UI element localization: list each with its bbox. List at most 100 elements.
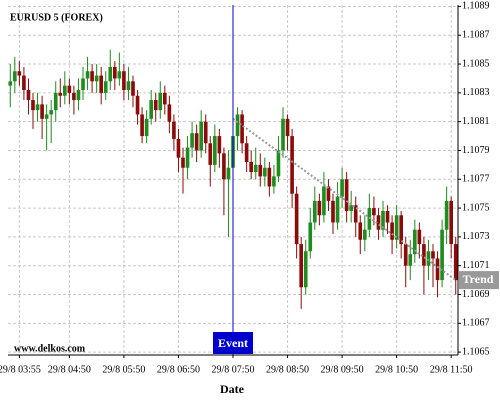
watermark: www.delkos.com — [14, 343, 86, 354]
candle-body — [317, 200, 322, 216]
candle-body — [153, 100, 158, 111]
candle-body — [440, 229, 444, 281]
candle-body — [222, 153, 226, 180]
candle-body — [126, 81, 131, 90]
candle-body — [363, 229, 367, 240]
candle-body — [199, 121, 203, 151]
candle-body — [294, 193, 299, 245]
event-label: Event — [218, 336, 248, 350]
candle-body — [172, 121, 176, 139]
candle-body — [344, 179, 349, 211]
candle-body — [417, 229, 422, 245]
candle-body — [217, 136, 222, 154]
candle-body — [144, 118, 149, 137]
candle-body — [326, 186, 331, 201]
candle-body — [99, 75, 103, 93]
candle-body — [422, 244, 426, 266]
y-tick-label: 1.1077 — [462, 174, 490, 185]
candle-body — [131, 81, 135, 96]
y-tick-label: 1.1079 — [462, 145, 490, 156]
candle-body — [35, 104, 40, 111]
candle-body — [381, 210, 385, 230]
x-tick-label: 29/8 03:55 — [0, 364, 41, 375]
candle-body — [267, 167, 272, 187]
candle-body — [449, 200, 453, 245]
candle-body — [8, 81, 13, 86]
candle-body — [108, 66, 113, 82]
x-tick-label: 29/8 07:50 — [211, 364, 254, 375]
x-tick-label: 29/8 06:50 — [157, 364, 200, 375]
candle-body — [258, 164, 263, 177]
candle-body — [235, 114, 240, 137]
y-tick-label: 1.1081 — [462, 116, 490, 127]
candle-body — [408, 254, 413, 266]
candles — [8, 49, 458, 309]
candle-body — [203, 121, 208, 144]
candle-body — [322, 186, 326, 216]
candle-body — [72, 92, 76, 101]
x-tick-label: 29/8 10:50 — [375, 364, 418, 375]
candle-body — [67, 85, 72, 93]
candle-body — [272, 176, 276, 187]
candle-body — [240, 114, 244, 144]
candle-body — [299, 244, 303, 288]
candle-body — [358, 222, 363, 240]
candle-body — [176, 138, 181, 158]
y-tick-label: 1.1089 — [462, 1, 490, 12]
candle-body — [263, 167, 267, 177]
candle-body — [444, 200, 449, 230]
candle-body — [167, 104, 172, 122]
candle-body — [226, 167, 231, 180]
candle-body — [313, 200, 317, 223]
candle-body — [431, 251, 435, 259]
y-tick-label: 1.1083 — [462, 87, 490, 98]
candle-body — [281, 118, 285, 151]
candle-body — [426, 251, 431, 266]
candle-body — [17, 71, 22, 76]
candle-body — [340, 179, 344, 197]
x-axis-title: Date — [220, 382, 245, 396]
candle-body — [53, 92, 58, 111]
candle-body — [40, 104, 44, 119]
candle-body — [190, 133, 194, 148]
candle-body — [213, 136, 217, 165]
candle-body — [335, 196, 340, 223]
y-tick-label: 1.1071 — [462, 260, 490, 271]
event-label-box — [213, 332, 253, 354]
candle-body — [367, 208, 372, 230]
chart-title: EURUSD 5 (FOREX) — [10, 12, 103, 23]
candle-body — [308, 222, 313, 252]
candle-body — [76, 89, 81, 101]
candle-body — [276, 150, 281, 177]
candle-body — [113, 66, 117, 79]
candle-body — [49, 110, 53, 115]
y-tick-label: 1.1075 — [462, 202, 490, 213]
x-tick-label: 29/8 04:50 — [48, 364, 91, 375]
candle-body — [135, 95, 140, 115]
candle-body — [372, 208, 376, 216]
candle-body — [244, 143, 249, 162]
candle-body — [149, 100, 153, 119]
x-tick-label: 29/8 05:50 — [102, 364, 145, 375]
candle-body — [85, 71, 90, 79]
candle-body — [13, 71, 17, 82]
candle-body — [376, 215, 381, 230]
candle-body — [44, 114, 49, 119]
x-tick-label: 29/8 11:50 — [430, 364, 473, 375]
candle-body — [163, 92, 167, 105]
y-tick-label: 1.1085 — [462, 58, 490, 69]
candle-body — [403, 244, 408, 266]
candle-body — [22, 75, 26, 90]
y-tick-label: 1.1065 — [462, 346, 490, 357]
candle-body — [140, 114, 144, 137]
candle-body — [399, 215, 403, 245]
trend-label-box — [459, 271, 499, 290]
candle-body — [413, 229, 417, 255]
candle-body — [103, 81, 108, 93]
candle-body — [394, 215, 399, 240]
candle-body — [58, 92, 63, 96]
x-tick-label: 29/8 09:50 — [321, 364, 364, 375]
y-tick-label: 1.1087 — [462, 30, 490, 41]
candle-body — [94, 75, 99, 82]
